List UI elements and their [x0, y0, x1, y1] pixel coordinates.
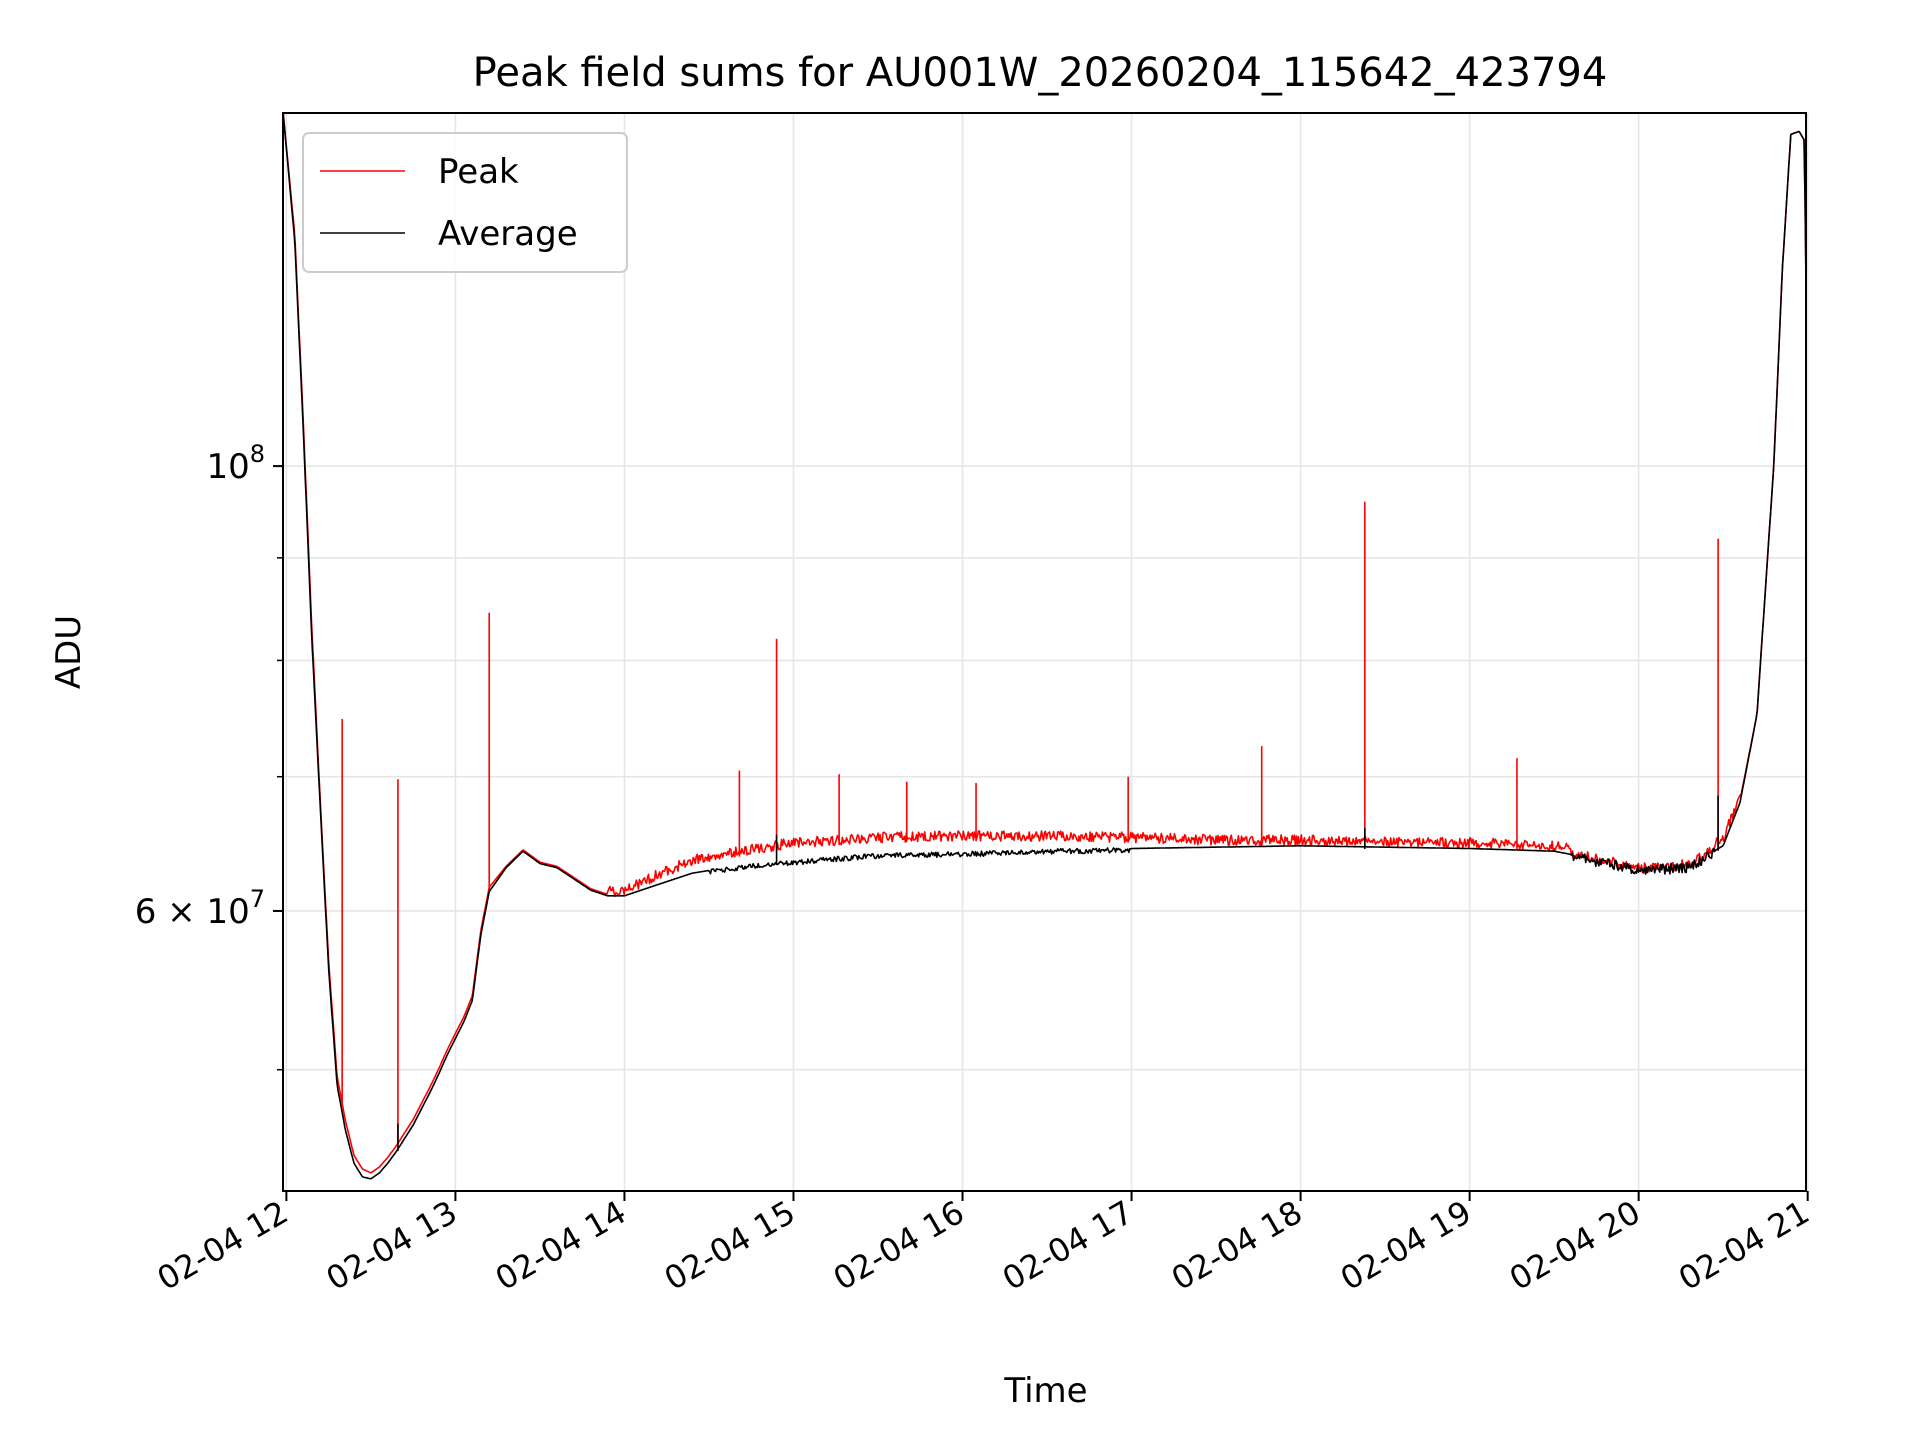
- chart-title: Peak field sums for AU001W_20260204_1156…: [473, 50, 1608, 96]
- series-layer: [283, 113, 1806, 1180]
- grid-lines: [283, 113, 1809, 1191]
- legend-box: [302, 132, 628, 273]
- y-axis-label: ADU: [49, 615, 89, 689]
- y-axis-ticks: 108 6 × 107: [135, 440, 283, 1071]
- series-line-peak: [283, 113, 1806, 1174]
- legend-label-peak: Peak: [438, 152, 519, 192]
- y-tick-label-0: 108: [206, 440, 265, 487]
- plot-frame: [282, 112, 1807, 1192]
- legend-label-average: Average: [438, 214, 578, 254]
- y-tick-label-1: 6 × 107: [135, 885, 265, 932]
- legend: Peak Average: [302, 132, 628, 273]
- series-line-average: [283, 113, 1806, 1180]
- x-axis-label: Time: [1003, 1371, 1087, 1411]
